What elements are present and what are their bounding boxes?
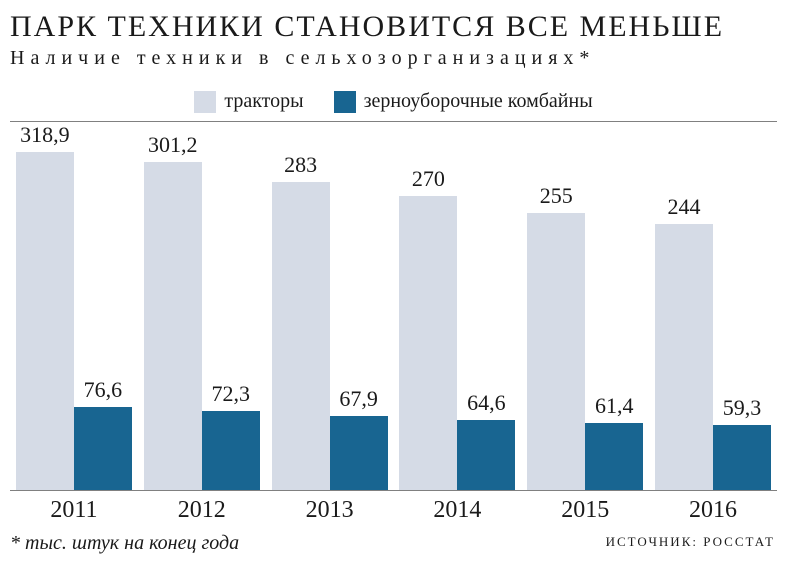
legend-label: тракторы bbox=[224, 90, 303, 113]
bar-group: 255 61,4 bbox=[521, 122, 649, 490]
legend-swatch bbox=[194, 91, 216, 113]
bar-wrap: 76,6 bbox=[74, 122, 132, 490]
x-axis-label: 2016 bbox=[649, 497, 777, 524]
bar bbox=[272, 182, 330, 490]
chart-plot-area: 318,976,6301,272,328367,927064,625561,42… bbox=[10, 121, 777, 491]
x-axis-label: 2015 bbox=[521, 497, 649, 524]
bar-value-label: 255 bbox=[540, 183, 573, 209]
legend-item-combines: зерноуборочные комбайны bbox=[334, 90, 593, 113]
bar bbox=[713, 425, 771, 490]
legend-swatch bbox=[334, 91, 356, 113]
bar-group: 301,2 72,3 bbox=[138, 122, 266, 490]
bar-wrap: 244 bbox=[655, 122, 713, 490]
bar-wrap: 61,4 bbox=[585, 122, 643, 490]
bar-value-label: 59,3 bbox=[723, 395, 762, 421]
bar-wrap: 72,3 bbox=[202, 122, 260, 490]
legend: тракторы зерноуборочные комбайны bbox=[10, 90, 777, 113]
legend-label: зерноуборочные комбайны bbox=[364, 90, 593, 113]
x-axis-label: 2013 bbox=[266, 497, 394, 524]
bar-wrap: 255 bbox=[527, 122, 585, 490]
bar-group: 270 64,6 bbox=[393, 122, 521, 490]
bar-value-label: 76,6 bbox=[84, 377, 123, 403]
x-axis-labels: 201120122013201420152016 bbox=[10, 497, 777, 524]
bar-wrap: 283 bbox=[272, 122, 330, 490]
chart-title: ПАРК ТЕХНИКИ СТАНОВИТСЯ ВСЕ МЕНЬШЕ bbox=[10, 10, 777, 43]
bar-wrap: 59,3 bbox=[713, 122, 771, 490]
bar bbox=[585, 423, 643, 490]
bar-value-label: 67,9 bbox=[339, 386, 378, 412]
bar bbox=[655, 224, 713, 490]
chart-subtitle: Наличие техники в сельхозорганизациях* bbox=[10, 47, 777, 70]
x-axis-label: 2012 bbox=[138, 497, 266, 524]
bar-group: 283 67,9 bbox=[266, 122, 394, 490]
bar-wrap: 301,2 bbox=[144, 122, 202, 490]
bar bbox=[457, 420, 515, 490]
bar bbox=[144, 162, 202, 490]
bar-value-label: 72,3 bbox=[211, 381, 250, 407]
x-axis-label: 2014 bbox=[393, 497, 521, 524]
bar-group: 244 59,3 bbox=[649, 122, 777, 490]
bar bbox=[527, 213, 585, 491]
x-axis-label: 2011 bbox=[10, 497, 138, 524]
bar-wrap: 318,9 bbox=[16, 122, 74, 490]
bar-value-label: 318,9 bbox=[20, 122, 70, 148]
bar-wrap: 67,9 bbox=[330, 122, 388, 490]
bar bbox=[202, 411, 260, 490]
bar bbox=[74, 407, 132, 490]
bar bbox=[16, 152, 74, 490]
source-attribution: ИСТОЧНИК: РОССТАТ bbox=[606, 534, 775, 550]
bar-value-label: 61,4 bbox=[595, 393, 634, 419]
bar-value-label: 301,2 bbox=[148, 132, 198, 158]
bar-group: 318,9 76,6 bbox=[10, 122, 138, 490]
bar bbox=[330, 416, 388, 490]
bar-wrap: 270 bbox=[399, 122, 457, 490]
bar-value-label: 270 bbox=[412, 166, 445, 192]
bar-value-label: 283 bbox=[284, 152, 317, 178]
bar bbox=[399, 196, 457, 490]
legend-item-tractors: тракторы bbox=[194, 90, 303, 113]
bar-value-label: 244 bbox=[668, 194, 701, 220]
bar-value-label: 64,6 bbox=[467, 390, 506, 416]
bar-wrap: 64,6 bbox=[457, 122, 515, 490]
